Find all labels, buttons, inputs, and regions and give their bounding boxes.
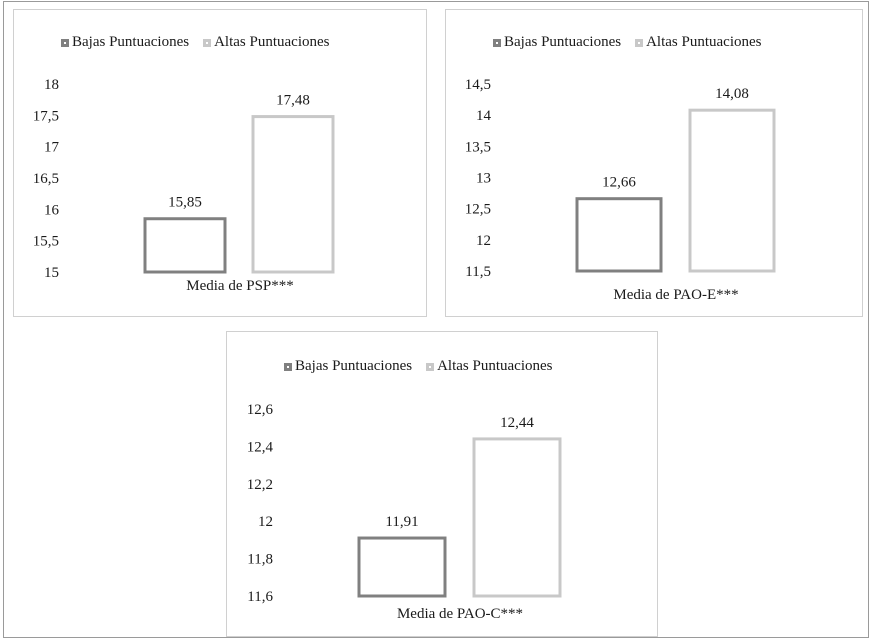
y-tick-label: 12,2 [247,477,273,493]
figure-frame [3,1,869,638]
chart-svg: 11,5 12 12,5 13 13,5 14 14,5 12,66 14,08 [465,77,776,280]
bar-high [688,108,776,273]
legend-item-low: Bajas Puntuaciones [493,34,621,51]
chart-svg: 11,6 11,8 12 12,2 12,4 12,6 11,91 12,44 [247,402,562,605]
y-tick-label: 15,5 [33,234,59,250]
legend-label-high: Altas Puntuaciones [214,34,330,50]
chart-panel-psp: Bajas Puntuaciones Altas Puntuaciones 15… [13,9,427,317]
legend: Bajas Puntuaciones Altas Puntuaciones [284,358,552,375]
legend-swatch-high [426,362,435,371]
legend-item-high: Altas Puntuaciones [426,358,552,375]
legend-label-low: Bajas Puntuaciones [504,34,622,50]
bar-high [251,115,335,274]
legend-swatch-high [635,38,644,47]
y-tick-label: 12 [258,514,273,530]
data-label-high: 14,08 [715,86,749,102]
legend-item-low: Bajas Puntuaciones [61,34,189,51]
legend-label-low: Bajas Puntuaciones [72,34,190,50]
y-tick-label: 18 [44,77,59,93]
data-label-low: 12,66 [602,175,636,191]
legend-label-high: Altas Puntuaciones [437,358,553,374]
legend-item-high: Altas Puntuaciones [203,34,329,51]
bar-low [575,197,663,273]
y-tick-label: 14 [476,108,492,124]
legend-swatch-high [203,38,212,47]
y-tick-label: 12,6 [247,402,274,418]
legend-swatch-low [493,38,501,47]
legend-swatch-low [284,362,292,371]
y-tick-label: 16 [44,202,60,218]
bar-low [143,217,227,274]
x-axis-label: Media de PAO-C*** [396,606,524,622]
y-tick-label: 15 [44,265,59,281]
chart-panel-pao-e: Bajas Puntuaciones Altas Puntuaciones 11… [445,9,863,317]
y-tick-label: 11,8 [247,552,273,568]
y-tick-label: 12,5 [465,202,491,218]
y-tick-label: 13,5 [465,139,491,155]
bar-high [472,437,562,598]
y-tick-label: 17,5 [33,108,59,124]
data-label-high: 17,48 [276,93,310,109]
y-tick-label: 11,6 [247,589,273,605]
x-axis-label: Media de PSP*** [186,278,294,294]
chart-panel-pao-c: Bajas Puntuaciones Altas Puntuaciones 11… [226,331,658,637]
y-tick-label: 16,5 [33,171,59,187]
legend-item-low: Bajas Puntuaciones [284,358,412,375]
y-tick-label: 17 [44,140,60,156]
legend: Bajas Puntuaciones Altas Puntuaciones [61,34,329,51]
y-tick-label: 14,5 [465,77,491,93]
legend-swatch-low [61,38,69,47]
legend-label-high: Altas Puntuaciones [646,34,762,50]
legend-label-low: Bajas Puntuaciones [295,358,413,374]
y-tick-label: 12,4 [247,439,274,455]
x-axis-label: Media de PAO-E*** [613,287,739,303]
chart-svg: 15 15,5 16 16,5 17 17,5 18 15,85 17,48 [33,77,335,281]
legend-item-high: Altas Puntuaciones [635,34,761,51]
data-label-low: 15,85 [168,195,202,211]
bar-low [357,536,447,598]
y-tick-label: 12 [476,233,491,249]
data-label-low: 11,91 [385,514,418,530]
y-tick-label: 13 [476,171,491,187]
legend: Bajas Puntuaciones Altas Puntuaciones [493,34,761,51]
data-label-high: 12,44 [500,415,534,431]
y-tick-label: 11,5 [465,264,491,280]
